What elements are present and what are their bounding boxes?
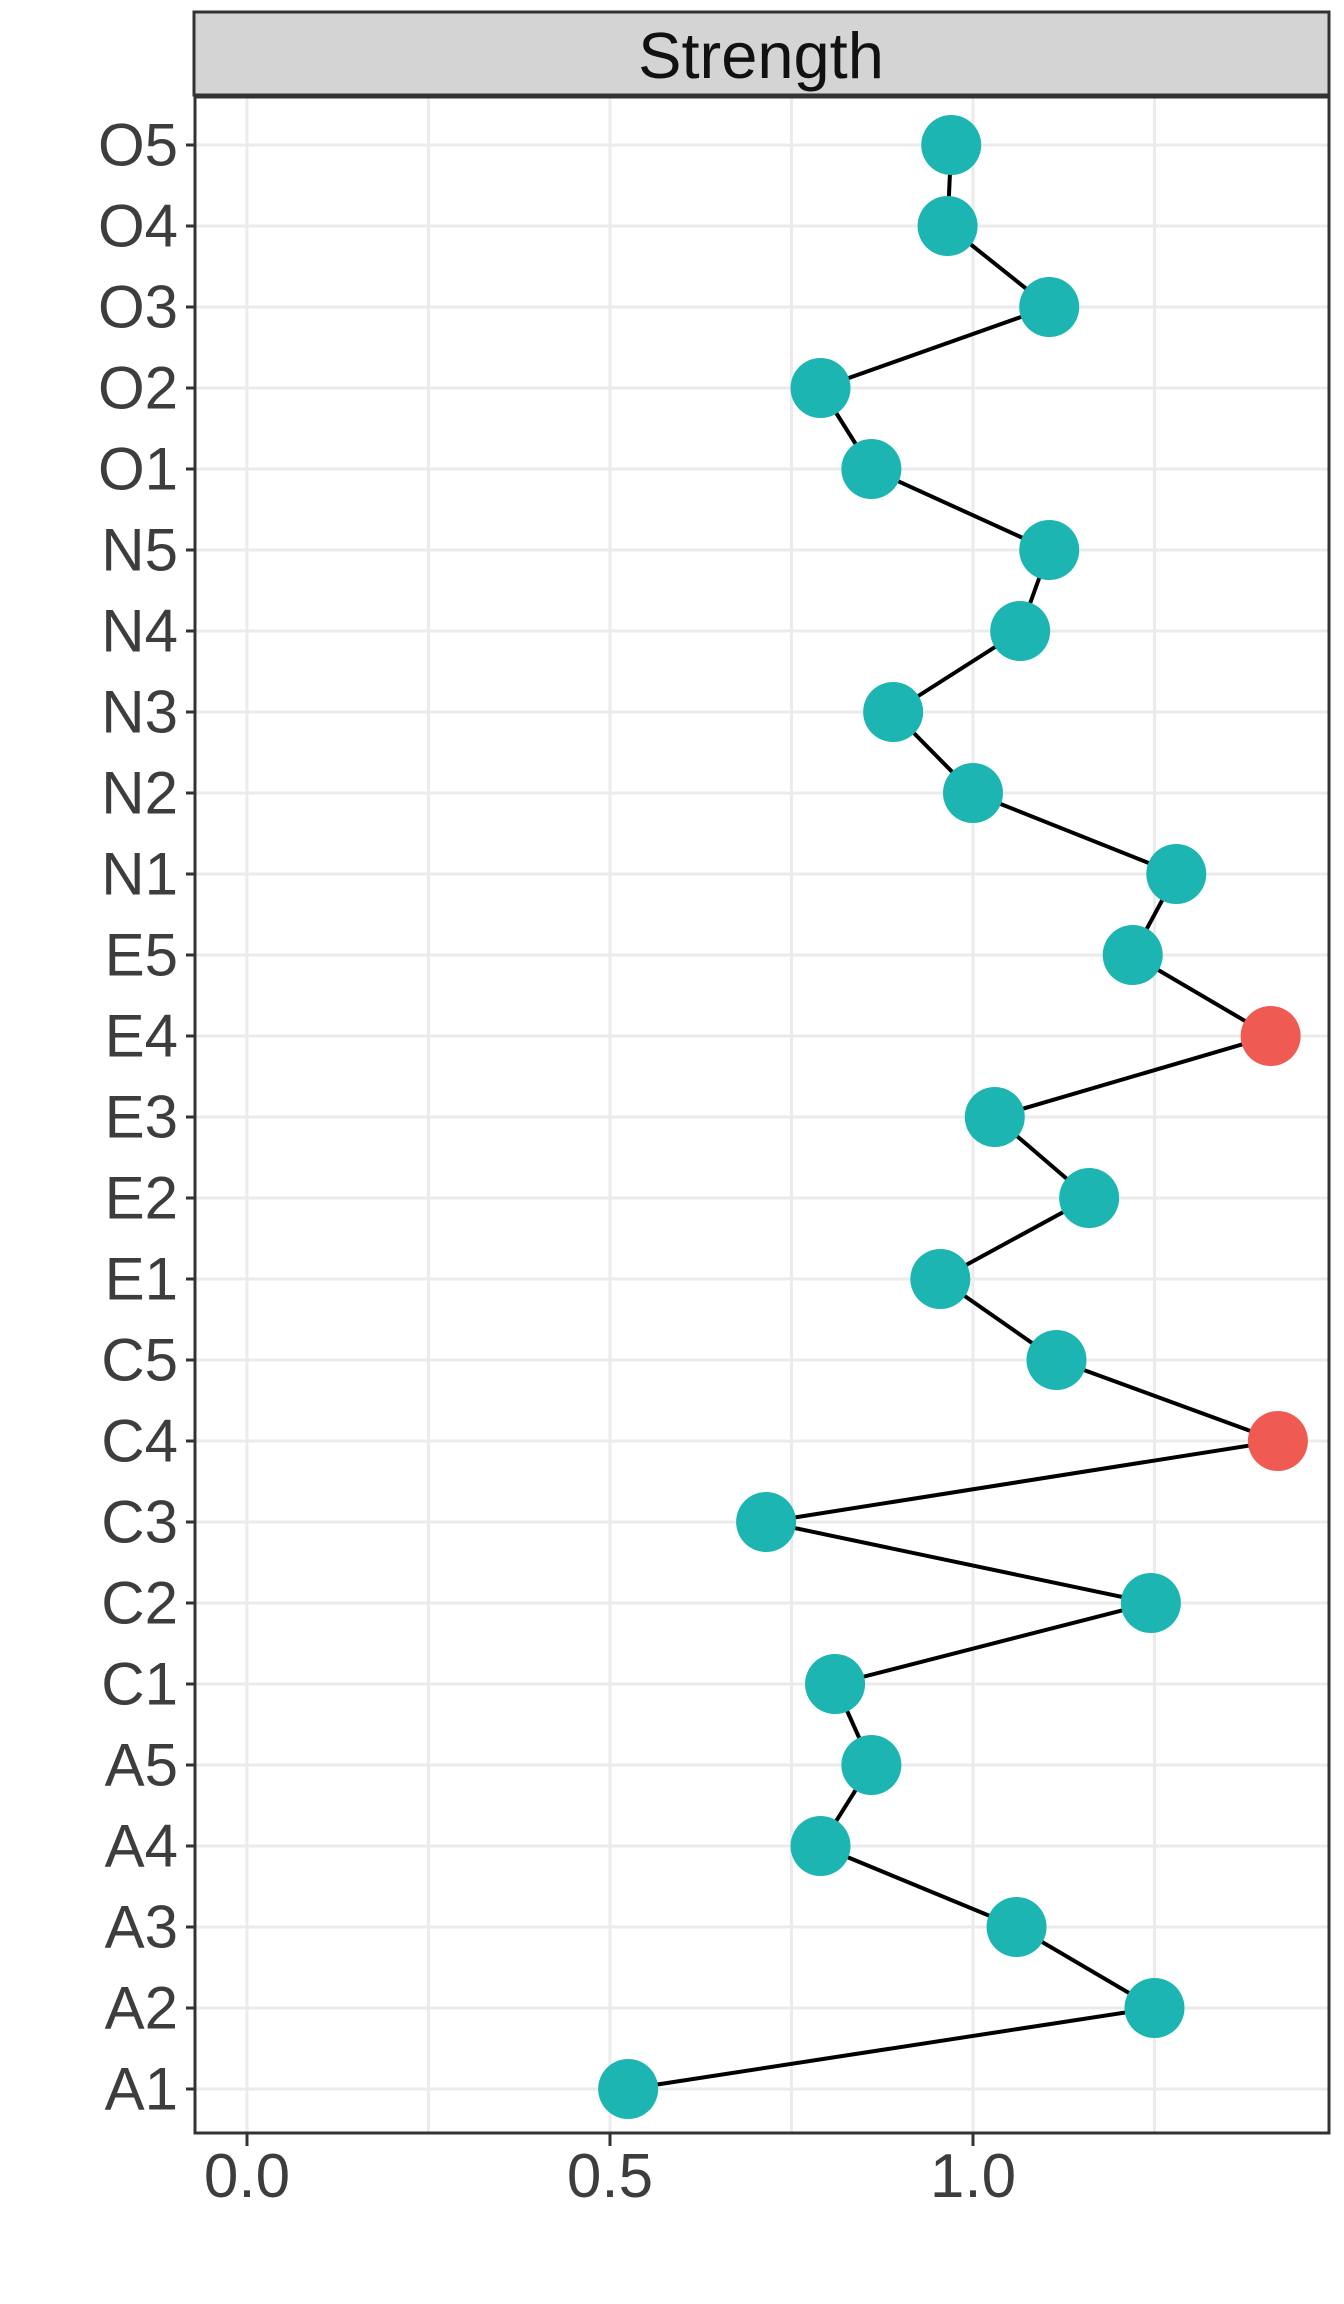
point-O5 xyxy=(921,115,982,175)
point-C3 xyxy=(736,1492,797,1552)
point-E3 xyxy=(964,1087,1025,1147)
y-tick-label-O5: O5 xyxy=(98,112,178,179)
y-tick-label-N2: N2 xyxy=(101,760,178,827)
point-N5 xyxy=(1019,520,1080,580)
point-A2 xyxy=(1124,1978,1185,2038)
point-C2 xyxy=(1120,1573,1181,1633)
point-O1 xyxy=(841,439,902,499)
y-axis: O5 O4 O3 O2 O1 N5 N4 N3 N2 N1 E5 E4 E3 E2 E1 C5 C4 C3 C2 C1… xyxy=(98,112,195,2123)
y-tick-label-E1: E1 xyxy=(105,1246,178,1313)
point-E5 xyxy=(1102,925,1163,985)
y-tick-label-C5: C5 xyxy=(101,1327,178,1394)
facet-strip-title: Strength xyxy=(638,19,884,92)
y-tick-label-A1: A1 xyxy=(105,2056,178,2123)
point-N4 xyxy=(990,601,1051,661)
point-A1 xyxy=(598,2059,659,2119)
point-C1 xyxy=(805,1654,866,1714)
y-tick-label-O1: O1 xyxy=(98,436,178,503)
x-axis: 0.0 0.5 1.0 xyxy=(204,2133,1016,2211)
y-tick-label-N4: N4 xyxy=(101,598,178,665)
y-tick-label-E5: E5 xyxy=(105,922,178,989)
data-series xyxy=(598,115,1308,2119)
point-E2 xyxy=(1059,1168,1120,1228)
y-tick-label-N1: N1 xyxy=(101,841,178,908)
point-C5 xyxy=(1026,1330,1087,1390)
y-tick-label-C4: C4 xyxy=(101,1408,178,1475)
y-tick-label-A4: A4 xyxy=(105,1813,178,1880)
y-tick-label-C1: C1 xyxy=(101,1651,178,1718)
point-C4 xyxy=(1247,1411,1308,1471)
point-O3 xyxy=(1019,277,1080,337)
x-tick-label-0.0: 0.0 xyxy=(204,2142,290,2211)
point-N3 xyxy=(863,682,924,742)
point-E4 xyxy=(1240,1006,1301,1066)
point-E1 xyxy=(910,1249,971,1309)
x-tick-label-1.0: 1.0 xyxy=(930,2142,1016,2211)
point-A4 xyxy=(790,1816,851,1876)
y-tick-label-E3: E3 xyxy=(105,1084,178,1151)
y-tick-label-A5: A5 xyxy=(105,1732,178,1799)
point-N2 xyxy=(943,763,1003,823)
x-tick-label-0.5: 0.5 xyxy=(567,2142,653,2211)
point-N1 xyxy=(1146,844,1207,904)
point-O4 xyxy=(917,196,978,256)
point-O2 xyxy=(790,358,851,418)
facet-strip-background xyxy=(192,10,1331,97)
y-tick-label-E2: E2 xyxy=(105,1165,178,1232)
y-tick-label-A3: A3 xyxy=(105,1894,178,1961)
y-tick-label-O2: O2 xyxy=(98,355,178,422)
y-tick-label-E4: E4 xyxy=(105,1003,178,1070)
facet-strip: Strength xyxy=(192,10,1331,97)
y-tick-label-O3: O3 xyxy=(98,274,178,341)
y-tick-label-C3: C3 xyxy=(101,1489,178,1556)
y-tick-label-C2: C2 xyxy=(101,1570,178,1637)
point-A5 xyxy=(841,1735,902,1795)
y-tick-label-O4: O4 xyxy=(98,193,178,260)
panel-border xyxy=(193,95,1331,2135)
panel-gridlines xyxy=(195,97,1329,2133)
y-tick-label-N5: N5 xyxy=(101,517,178,584)
y-tick-label-A2: A2 xyxy=(105,1975,178,2042)
point-A3 xyxy=(986,1897,1047,1957)
y-tick-label-N3: N3 xyxy=(101,679,178,746)
